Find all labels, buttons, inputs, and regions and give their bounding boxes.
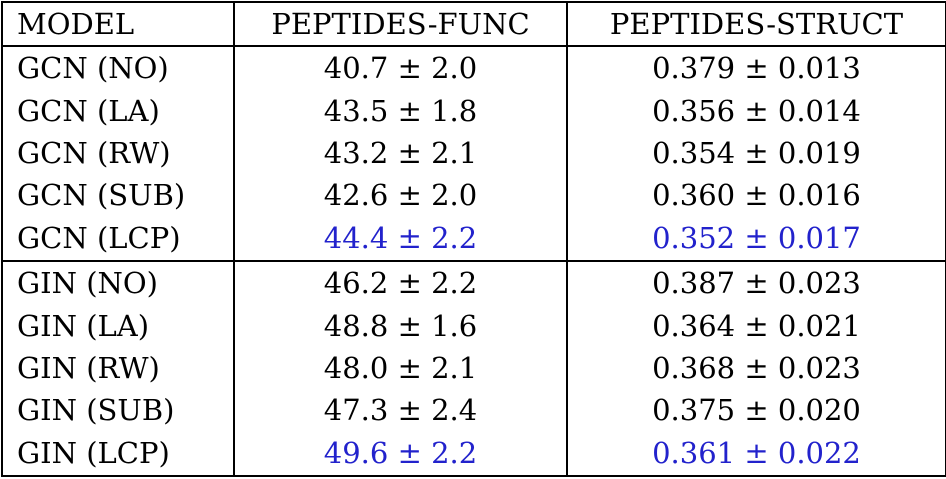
- func-cell: 46.2 ± 2.2: [233, 259, 567, 305]
- func-cell: 43.5 ± 1.8: [233, 89, 567, 133]
- struct-cell: 0.368 ± 0.023: [566, 347, 946, 390]
- struct-cell: 0.375 ± 0.020: [566, 389, 946, 433]
- func-cell: 49.6 ± 2.2: [233, 432, 567, 476]
- struct-cell: 0.361 ± 0.022: [566, 432, 946, 476]
- model-cell: GCN (NO): [17, 50, 169, 85]
- struct-cell: 0.379 ± 0.013: [566, 46, 946, 90]
- struct-cell: 0.360 ± 0.016: [566, 174, 946, 218]
- func-cell: 44.4 ± 2.2: [233, 217, 567, 261]
- func-cell: 48.8 ± 1.6: [233, 304, 567, 348]
- table-row: GCN (SUB) 42.6 ± 2.0 0.360 ± 0.016: [2, 174, 946, 218]
- func-cell: 42.6 ± 2.0: [233, 174, 567, 218]
- struct-cell: 0.387 ± 0.023: [566, 259, 946, 305]
- model-cell: GIN (LA): [17, 308, 150, 343]
- func-cell: 47.3 ± 2.4: [233, 389, 567, 433]
- struct-cell: 0.354 ± 0.019: [566, 132, 946, 175]
- func-cell: 48.0 ± 2.1: [233, 347, 567, 390]
- func-cell: 40.7 ± 2.0: [233, 46, 567, 90]
- model-cell: GCN (LCP): [17, 221, 181, 256]
- model-cell: GIN (NO): [2, 259, 234, 305]
- col-header-peptides-func: PEPTIDES-FUNC: [233, 2, 567, 47]
- struct-cell: 0.352 ± 0.017: [566, 217, 946, 261]
- model-cell: GCN (RW): [17, 135, 171, 170]
- model-cell: GCN (SUB): [17, 178, 186, 213]
- model-cell: GIN (LCP): [17, 436, 170, 471]
- table-row-best-gcn: GCN (LCP) 44.4 ± 2.2 0.352 ± 0.017: [2, 217, 946, 261]
- struct-cell: 0.356 ± 0.014: [566, 89, 946, 133]
- model-cell: GIN (RW): [17, 350, 160, 385]
- table-header-row: MODEL PEPTIDES-FUNC PEPTIDES-STRUCT: [2, 2, 946, 47]
- struct-cell: 0.364 ± 0.021: [566, 304, 946, 348]
- table-row: GIN (LA) 48.8 ± 1.6 0.364 ± 0.021: [2, 304, 946, 348]
- model-cell: GCN (LA): [17, 93, 160, 128]
- col-header-peptides-struct: PEPTIDES-STRUCT: [566, 2, 946, 47]
- table-row: GIN (SUB) 47.3 ± 2.4 0.375 ± 0.020: [2, 389, 946, 433]
- func-cell: 43.2 ± 2.1: [233, 132, 567, 175]
- table-row: GCN (LA) 43.5 ± 1.8 0.356 ± 0.014: [2, 89, 946, 133]
- table-row: GIN (RW) 48.0 ± 2.1 0.368 ± 0.023: [2, 347, 946, 390]
- table-row-best-gin: GIN (LCP) 49.6 ± 2.2 0.361 ± 0.022: [2, 432, 946, 476]
- model-cell: GIN (SUB): [17, 393, 175, 428]
- table-row: GIN (NO) 46.2 ± 2.2 0.387 ± 0.023: [2, 259, 946, 305]
- table-row: GCN (NO) 40.7 ± 2.0 0.379 ± 0.013: [2, 46, 946, 90]
- col-header-model: MODEL: [2, 2, 234, 47]
- table-row: GCN (RW) 43.2 ± 2.1 0.354 ± 0.019: [2, 132, 946, 175]
